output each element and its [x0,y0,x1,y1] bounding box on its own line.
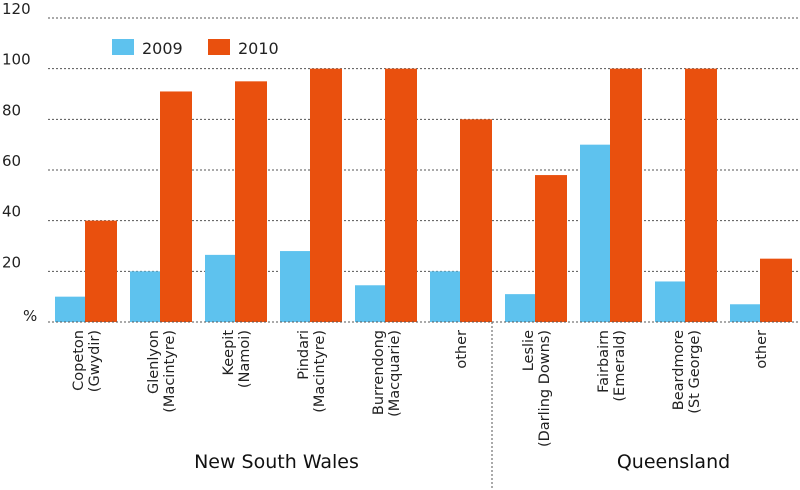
category-label: other [754,330,770,369]
legend-label: 2010 [238,39,279,58]
bar-2010 [685,68,717,323]
category-label: (Emerald) [612,330,628,402]
bar-2010 [385,68,417,323]
group-label: Queensland [617,451,730,473]
y-tick-label: 100 [2,51,31,69]
y-tick-label: 20 [2,253,21,271]
category-label: (Macintyre) [162,330,178,413]
bars [55,68,792,323]
category-label: (Macintyre) [312,330,328,413]
axes [48,321,800,490]
category-label: (Darling Downs) [537,330,553,447]
bar-2010 [610,68,642,323]
legend-swatch-2010 [208,39,230,55]
bar-2009 [355,285,387,322]
y-tick-label: 60 [2,152,21,170]
category-label: Beardmore [671,330,687,410]
category-label: Keepit [221,330,237,376]
y-tick-label: 40 [2,203,21,221]
bar-2009 [280,251,312,322]
bar-2009 [130,271,162,322]
bar-2010 [85,220,117,322]
category-label: Leslie [521,330,537,371]
bar-2010 [160,91,192,322]
y-unit-label: % [23,307,37,325]
category-label: (Gwydir) [87,330,103,392]
legend: 2009 2010 [112,39,279,58]
bar-2010 [460,119,492,322]
bar-2010 [235,81,267,322]
category-label: (St George) [687,330,703,414]
bar-2009 [55,296,87,322]
bar-2010 [310,68,342,323]
category-label: other [454,330,470,369]
category-label: Burrendong [371,330,387,415]
legend-swatch-2009 [112,39,134,55]
y-tick-label: 80 [2,101,21,119]
bar-2010 [535,175,567,322]
category-label: Glenlyon [146,330,162,394]
category-label: Pindari [296,330,312,380]
bar-2009 [205,254,237,322]
group-label: New South Wales [194,451,359,473]
category-label: Copeton [71,330,87,391]
bar-2009 [430,271,462,322]
bar-2010 [760,258,792,322]
bar-2009 [505,294,537,322]
category-label: (Macquarie) [387,330,403,417]
category-label: Fairbairn [596,330,612,393]
category-label: (Namoi) [237,330,253,388]
legend-label: 2009 [142,39,183,58]
bar-2009 [655,281,687,322]
bar-2009 [580,144,612,322]
bar-2009 [730,304,762,322]
y-tick-label: 120 [2,0,31,18]
